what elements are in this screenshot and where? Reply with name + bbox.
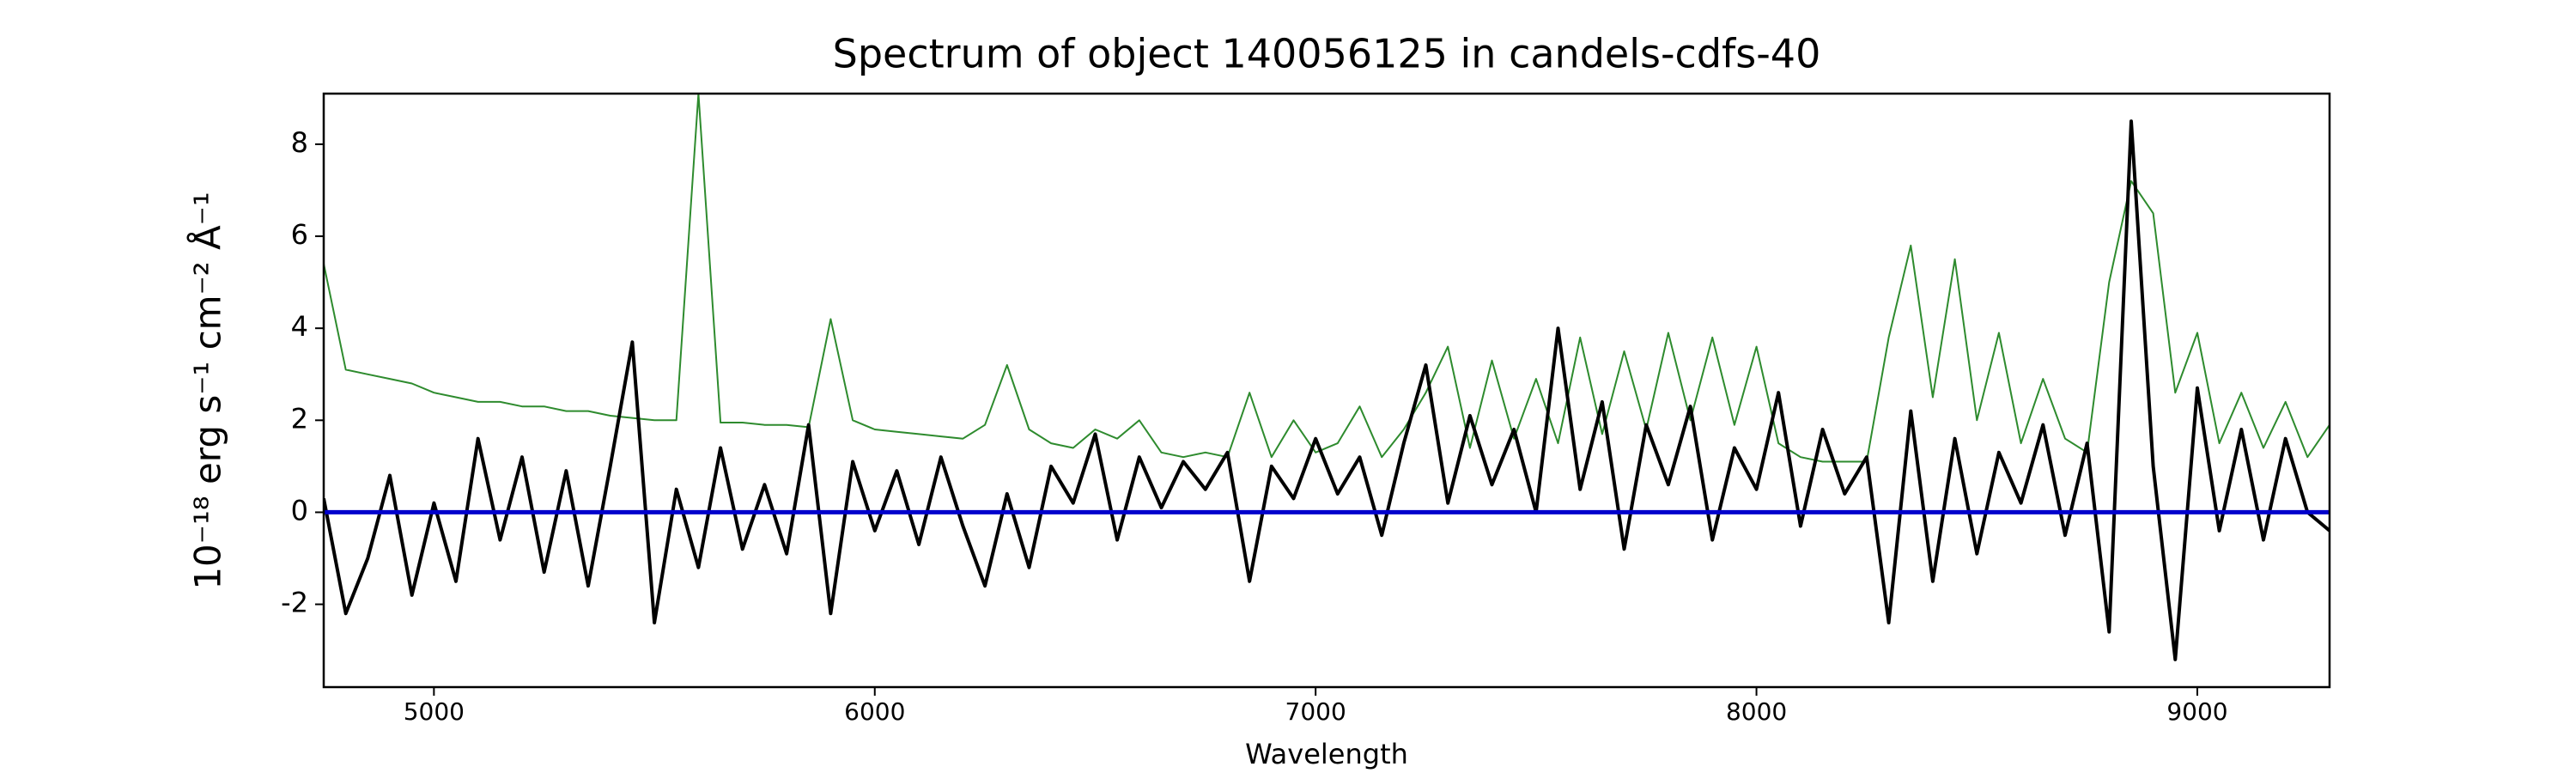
y-tick-label: -2 bbox=[281, 587, 308, 619]
plot-lines bbox=[324, 94, 2330, 661]
x-tick-label: 8000 bbox=[1726, 697, 1787, 726]
x-tick-label: 5000 bbox=[404, 697, 465, 726]
plot-frame bbox=[322, 92, 2331, 689]
y-tick-label: 0 bbox=[291, 494, 308, 526]
spectrum-line bbox=[324, 119, 2330, 661]
spectrum-line bbox=[324, 94, 2330, 463]
x-axis-label: Wavelength bbox=[1245, 738, 1408, 770]
x-tick-label: 6000 bbox=[844, 697, 905, 726]
y-tick-label: 6 bbox=[291, 218, 308, 251]
y-tick-label: 4 bbox=[291, 310, 308, 343]
x-tick-label: 7000 bbox=[1285, 697, 1346, 726]
y-axis-label: 10⁻¹⁸ erg s⁻¹ cm⁻² Å⁻¹ bbox=[186, 192, 229, 589]
chart-title: Spectrum of object 140056125 in candels-… bbox=[833, 31, 1821, 77]
y-tick-label: 8 bbox=[291, 126, 308, 159]
x-tick-label: 9000 bbox=[2166, 697, 2227, 726]
y-tick-label: 2 bbox=[291, 402, 308, 435]
